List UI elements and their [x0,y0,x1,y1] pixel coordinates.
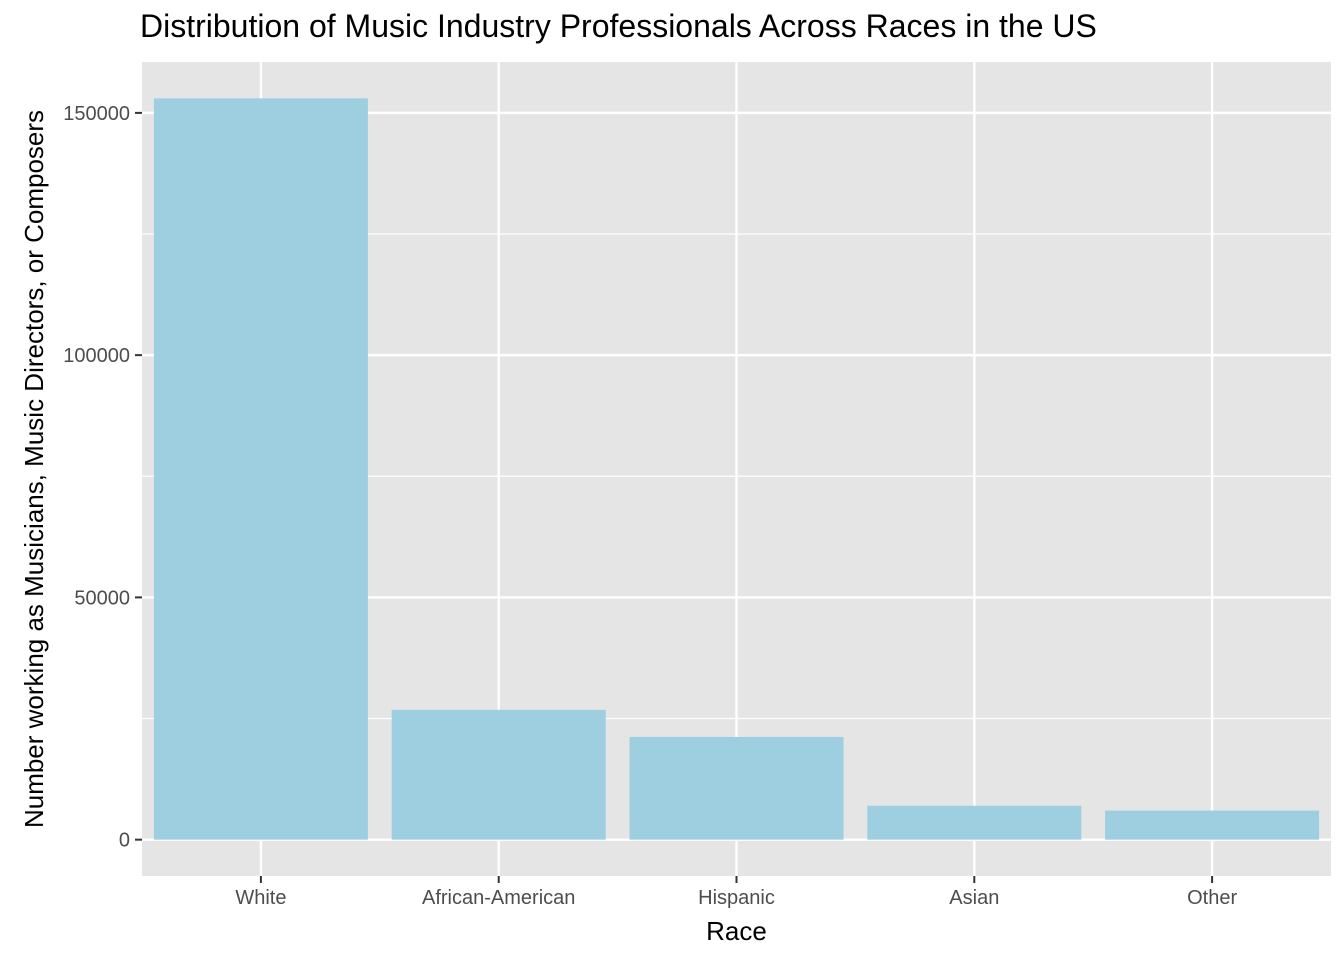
x-tick-label: Hispanic [698,887,775,909]
x-tick-label: African-American [422,887,575,909]
bars [153,98,1320,840]
y-tick-label: 50000 [74,587,130,609]
x-tick-label: Asian [949,887,999,909]
bar-asian [867,805,1082,840]
x-tick-label: White [235,887,286,909]
y-tick-label: 150000 [63,103,130,125]
y-tick-label: 0 [119,830,130,852]
bar-hispanic [629,736,844,840]
y-axis-title: Number working as Musicians, Music Direc… [19,110,49,828]
bar-african-american [391,709,606,840]
x-tick-label: Other [1187,887,1237,909]
y-tick-label: 100000 [63,345,130,367]
y-axis: 0 50000 100000 150000 [63,103,142,852]
chart-title: Distribution of Music Industry Professio… [140,8,1097,44]
x-axis: White African-American Hispanic Asian Other [235,876,1237,909]
bar-white [153,98,368,840]
x-axis-title: Race [706,916,767,946]
bar-other [1105,810,1320,840]
